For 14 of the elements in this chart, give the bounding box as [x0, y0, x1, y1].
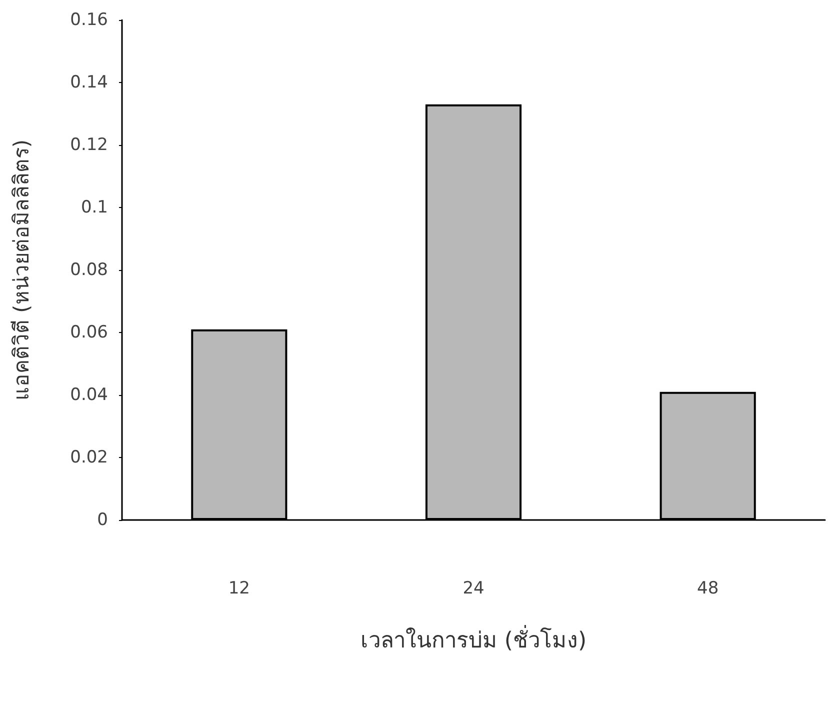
x-tick-label: 48: [697, 578, 719, 598]
y-tick-label: 0.12: [70, 135, 108, 155]
x-tick-label: 12: [228, 578, 250, 598]
y-tick-label: 0.04: [70, 385, 108, 405]
y-tick-label: 0.06: [70, 322, 108, 342]
x-tick-label: 24: [462, 578, 484, 598]
y-tick-label: 0.02: [70, 448, 108, 468]
y-axis-title: แอคติวิตี (หน่วยต่อมิลลิลิตร): [10, 139, 34, 401]
y-tick-label: 0.1: [80, 198, 108, 218]
y-tick-label: 0.16: [70, 10, 108, 30]
y-tick-label: 0.08: [70, 260, 108, 280]
x-axis-title: เวลาในการบ่ม (ชั่วโมง): [360, 624, 587, 654]
y-tick-label: 0: [97, 510, 108, 530]
y-tick-label: 0.14: [70, 72, 108, 92]
